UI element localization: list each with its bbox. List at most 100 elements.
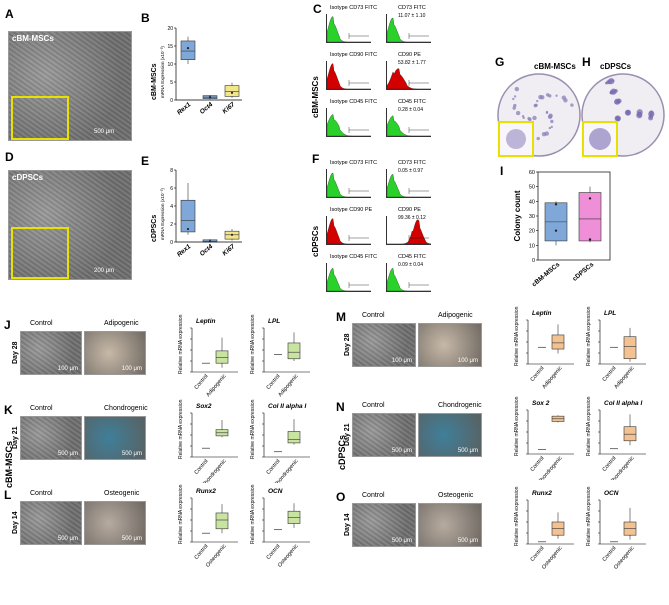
control-label: Control [362, 492, 385, 499]
treatment-label: Osteogenic [438, 492, 474, 499]
micrograph-a-title: cBM-MSCs [12, 34, 54, 43]
x-tick-label: cBM-MSCs [531, 261, 562, 288]
ytick-label: 8 [170, 168, 173, 174]
panel-label-i: I [500, 164, 504, 178]
scale-bar: 500 μm [57, 451, 78, 457]
flow-histogram [326, 108, 371, 137]
scale-bar: 100 μm [457, 358, 478, 364]
panel-label-g: G [495, 55, 505, 69]
scale-bar: 500 μm [391, 448, 412, 454]
flow-percentage: 11.07 ± 1.10 [398, 13, 426, 19]
scale-bar: 100 μm [121, 366, 142, 372]
x-tick-label: Control [194, 458, 210, 475]
flow-histogram [326, 14, 371, 43]
panel-label: N [336, 400, 345, 414]
micrograph-a: cBM-MSCs 500 μm [8, 31, 132, 141]
control-label: Control [30, 490, 53, 497]
day-label: Day 14 [344, 513, 351, 536]
micrograph-d-title: cDPSCs [12, 173, 44, 182]
x-tick-label: Control [266, 373, 282, 390]
chart-title: Leptin [196, 318, 216, 325]
side-label-left: cBM-MSCs [4, 440, 14, 488]
ytick-label: 20 [167, 26, 173, 32]
ytick-label: 30 [529, 214, 535, 220]
panel-label-a: A [5, 7, 14, 21]
flow-title: CD73 FITC [398, 160, 426, 166]
colony-plates [497, 73, 665, 157]
y-axis-title: Colony count [513, 190, 522, 241]
flow-title: CD90 PE [398, 52, 421, 58]
panel-label-h: H [582, 55, 591, 69]
flow-title: Isotype CD90 PE [330, 207, 373, 213]
scale-bar: 500 μm [457, 538, 478, 544]
flow-histogram [326, 169, 371, 198]
chart-title: Sox 2 [532, 400, 550, 407]
chart-title: Sox2 [196, 403, 212, 410]
x-tick-label: Control [194, 543, 210, 560]
flow-percentage: 0.05 ± 0.97 [398, 168, 423, 174]
treatment-label: Chondrogenic [438, 402, 482, 409]
x-tick-label: Oct4 [199, 243, 215, 258]
x-tick-label: Rex1 [176, 101, 193, 117]
ytick-label: 0 [170, 98, 173, 104]
scale-bar: 500 μm [391, 538, 412, 544]
x-tick-label: Ki67 [221, 101, 236, 115]
scale-bar: 500 μm [457, 448, 478, 454]
scale-bar: 500 μm [121, 536, 142, 542]
x-tick-label: Control [530, 365, 546, 382]
scale-bar: 100 μm [57, 366, 78, 372]
box-mark [287, 431, 301, 444]
flow-histogram [326, 61, 371, 90]
micrograph-d: cDPSCs 200 μm [8, 170, 132, 280]
chart-title: Runx2 [532, 490, 552, 497]
ytick-label: 4 [170, 204, 173, 210]
x-tick-label: Control [530, 545, 546, 562]
treatment-label: Adipogenic [438, 312, 473, 319]
chart-title: Col II alpha I [268, 403, 307, 410]
scale-bar: 100 μm [391, 358, 412, 364]
flow-c-rowlabel: cBM-MSCs [311, 76, 320, 118]
micrograph-control: 500 μm [352, 503, 416, 547]
box-mark [180, 40, 196, 60]
ytick-label: 40 [529, 199, 535, 205]
control-label: Control [30, 405, 53, 412]
panel-label: L [4, 488, 12, 502]
ytick-label: 0 [532, 258, 535, 264]
x-tick-label: Control [530, 455, 546, 472]
flow-title: CD90 PE [398, 207, 421, 213]
ytick-label: 5 [170, 80, 173, 86]
scale-bar: 500 μm [121, 451, 142, 457]
panel-label-f: F [312, 152, 320, 166]
box-mark [287, 342, 301, 360]
x-tick-label: Ki67 [221, 243, 236, 257]
scale-bar: 500 μm [57, 536, 78, 542]
micrograph-treatment: 500 μm [84, 501, 146, 545]
flow-percentage: 0.09 ± 0.04 [398, 262, 423, 268]
x-tick-label: Control [602, 545, 618, 562]
chart-title: LPL [604, 310, 617, 317]
micrograph-control: 500 μm [20, 416, 82, 460]
y-axis-title: cBM-MSCs [151, 63, 158, 100]
control-label: Control [362, 402, 385, 409]
panel-label-d: D [5, 150, 14, 164]
ytick-label: 20 [529, 229, 535, 235]
panel-label-c: C [313, 2, 322, 16]
inset-box-d [11, 227, 69, 279]
flow-title: Isotype CD45 FITC [330, 99, 378, 105]
x-tick-label: Control [194, 373, 210, 390]
flow-histogram [386, 61, 431, 90]
x-tick-label: Control [266, 458, 282, 475]
day-label: Day 28 [344, 333, 351, 356]
micrograph-control: 100 μm [352, 323, 416, 367]
box-mark [578, 192, 602, 242]
chart-title: Col II alpha I [604, 400, 643, 407]
chart-title: Runx2 [196, 488, 216, 495]
ytick-label: 50 [529, 185, 535, 191]
